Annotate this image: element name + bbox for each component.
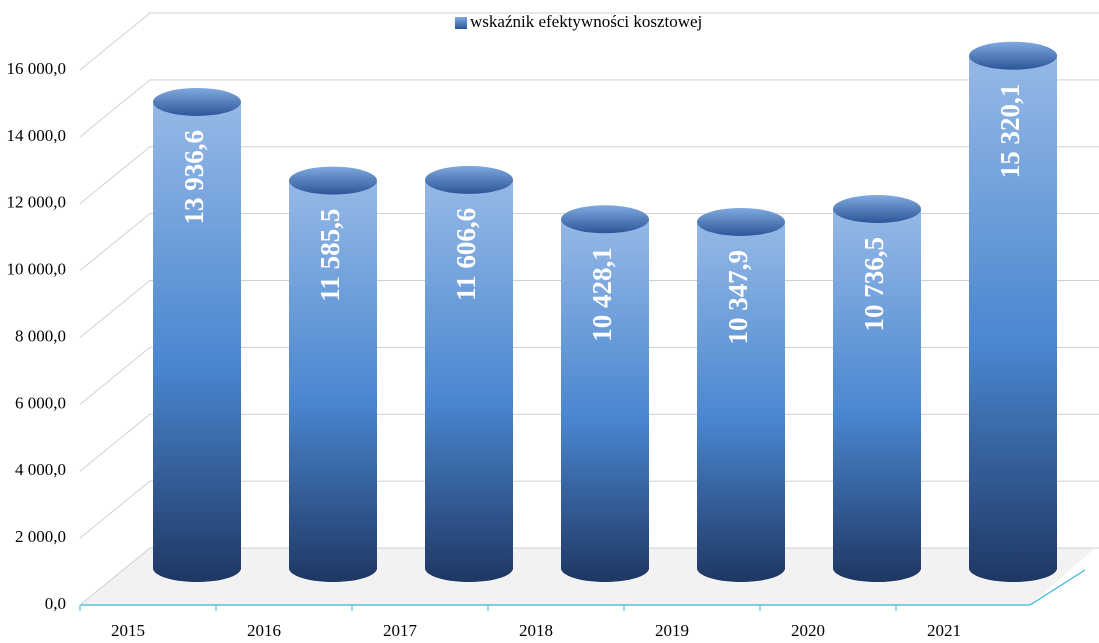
value-label: 10 428,1 xyxy=(587,247,617,342)
value-label: 11 585,5 xyxy=(315,209,345,302)
bar xyxy=(697,221,785,582)
value-label: 10 347,9 xyxy=(723,250,753,345)
legend-label: wskaźnik efektywności kosztowej xyxy=(470,12,702,31)
bar xyxy=(425,179,513,583)
y-tick-label: 4 000,0 xyxy=(15,460,66,479)
cylinder-top xyxy=(833,194,921,223)
cylinder-top xyxy=(289,166,377,195)
y-tick-label: 14 000,0 xyxy=(7,126,67,145)
x-tick-label: 2015 xyxy=(111,621,145,640)
legend-marker xyxy=(455,17,467,29)
y-tick-label: 2 000,0 xyxy=(15,527,66,546)
x-tick-label: 2017 xyxy=(383,621,418,640)
x-tick-label: 2021 xyxy=(927,621,961,640)
y-tick-label: 0,0 xyxy=(45,594,66,613)
x-tick-label: 2016 xyxy=(247,621,281,640)
value-label: 10 736,5 xyxy=(859,237,889,332)
value-label: 13 936,6 xyxy=(179,130,209,225)
bar xyxy=(561,219,649,582)
bar xyxy=(969,55,1057,583)
cylinder-top xyxy=(425,165,513,194)
grid-line xyxy=(79,146,1099,205)
bar xyxy=(289,180,377,582)
y-tick-label: 8 000,0 xyxy=(15,326,66,345)
cylinder-top xyxy=(697,207,785,236)
x-tick-label: 2018 xyxy=(519,621,553,640)
bar xyxy=(153,101,241,582)
y-tick-label: 6 000,0 xyxy=(15,393,66,412)
y-tick-label: 12 000,0 xyxy=(7,193,67,212)
grid-line xyxy=(79,79,1099,138)
y-tick-label: 10 000,0 xyxy=(7,260,67,279)
value-label: 15 320,1 xyxy=(995,84,1025,179)
grid-line xyxy=(79,12,1099,71)
cylinder-top xyxy=(969,41,1057,70)
cylinder-top xyxy=(153,87,241,116)
cylinder-top xyxy=(561,205,649,234)
x-tick-label: 2019 xyxy=(655,621,689,640)
x-tick-label: 2020 xyxy=(791,621,825,640)
grid-line xyxy=(79,213,1099,272)
bar xyxy=(833,208,921,582)
value-label: 11 606,6 xyxy=(451,208,481,301)
y-tick-label: 16 000,0 xyxy=(7,59,67,78)
x-axis-depth xyxy=(1029,569,1086,606)
